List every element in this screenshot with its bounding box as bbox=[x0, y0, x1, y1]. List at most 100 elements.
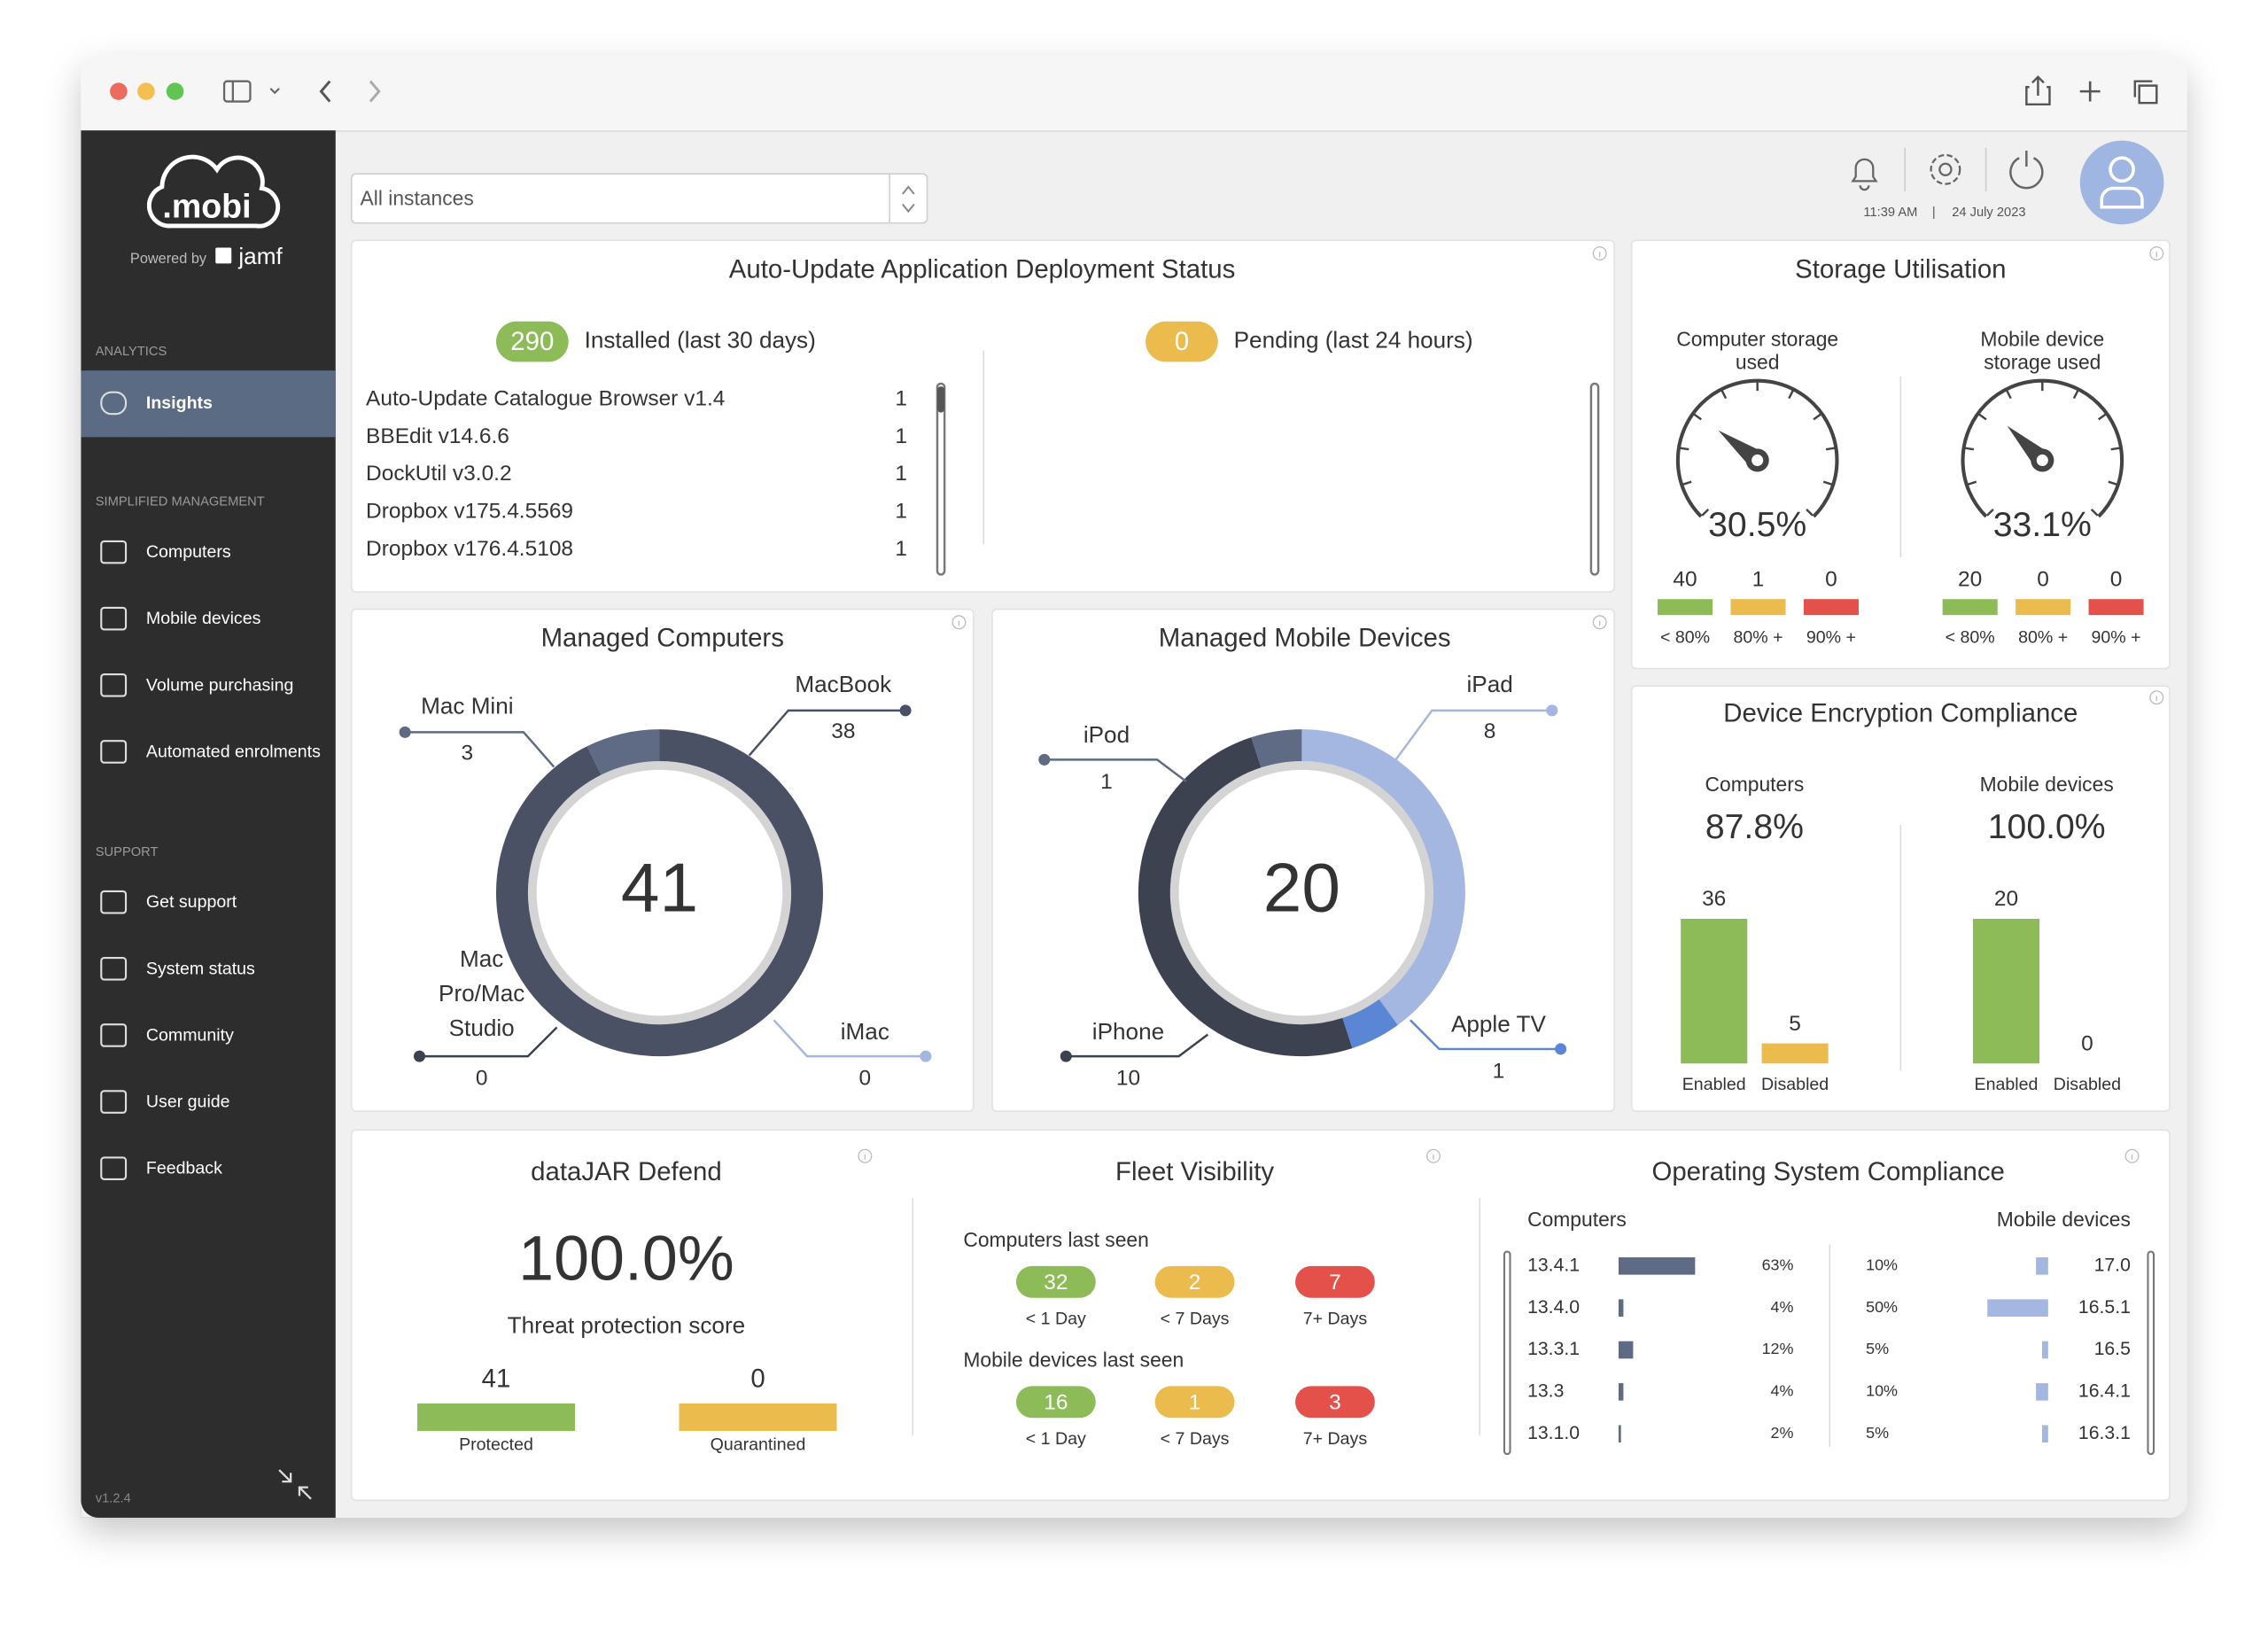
sidebar-toggle-icon[interactable] bbox=[222, 80, 252, 103]
info-button[interactable] bbox=[2124, 1148, 2140, 1163]
gauge-label: Computer storage used bbox=[1676, 327, 1839, 374]
bar-value: 20 bbox=[1994, 887, 2018, 911]
leader-line bbox=[748, 709, 906, 757]
collapse-button[interactable] bbox=[278, 1469, 312, 1500]
window-button[interactable] bbox=[137, 82, 155, 100]
separator: | bbox=[1932, 206, 1936, 220]
gauge-tick bbox=[1813, 413, 1821, 421]
pill bbox=[1295, 1386, 1375, 1419]
share-button[interactable] bbox=[2025, 75, 2051, 106]
donut-segment bbox=[1138, 737, 1353, 1057]
info-button[interactable] bbox=[2149, 690, 2164, 705]
powered-by: Powered by bbox=[130, 251, 207, 267]
gauge-tick bbox=[1720, 390, 1728, 400]
bucket-strip bbox=[2016, 599, 2071, 616]
pill-count: 32 bbox=[1044, 1271, 1068, 1295]
bar-value: 0 bbox=[2081, 1032, 2093, 1056]
partner-name: jamf bbox=[237, 243, 283, 269]
new-tab-button[interactable] bbox=[2079, 81, 2101, 102]
info-button[interactable] bbox=[1592, 615, 1607, 630]
info-button[interactable] bbox=[1592, 245, 1607, 260]
gauge-label-box: Computer storage used bbox=[1676, 327, 1839, 374]
nav-item[interactable]: Community bbox=[146, 1025, 234, 1045]
bucket-count: 0 bbox=[2037, 567, 2049, 591]
segment-name: iPod bbox=[1084, 721, 1130, 748]
gauge-tick bbox=[2108, 480, 2117, 486]
leader-dot bbox=[1546, 704, 1558, 717]
scrollbar bbox=[936, 382, 946, 576]
leader-dot bbox=[1060, 1050, 1072, 1062]
bar-value: 5 bbox=[1789, 1012, 1801, 1036]
segment-name: iPad bbox=[1466, 671, 1512, 697]
pill bbox=[1295, 1265, 1375, 1298]
os-version: 13.4.0 bbox=[1527, 1297, 1580, 1318]
nav-item[interactable]: Feedback bbox=[146, 1159, 222, 1178]
defend-label: Quarantined bbox=[711, 1435, 806, 1454]
os-bar bbox=[1618, 1383, 1624, 1401]
defend-count: 41 bbox=[482, 1365, 511, 1394]
os-bar bbox=[1618, 1425, 1621, 1443]
nav-item[interactable]: Insights bbox=[146, 393, 213, 413]
instance-filter[interactable]: All instances bbox=[361, 187, 474, 210]
leader-dot bbox=[1555, 1043, 1567, 1055]
gauge-arc bbox=[1675, 378, 1839, 518]
os-percent: 2% bbox=[1771, 1424, 1794, 1442]
leader-line bbox=[1409, 1019, 1561, 1051]
gauge-tick bbox=[1682, 480, 1692, 486]
nav-item[interactable]: Computers bbox=[146, 542, 231, 562]
pill-count: 2 bbox=[1189, 1271, 1201, 1295]
nav-item[interactable]: User guide bbox=[146, 1092, 230, 1112]
info-button[interactable] bbox=[2149, 245, 2164, 260]
bucket-count: 0 bbox=[2110, 567, 2123, 591]
nav-item[interactable]: Automated enrolments bbox=[146, 742, 321, 761]
bucket-strip bbox=[1658, 599, 1713, 616]
segment-value: 3 bbox=[462, 741, 474, 765]
group-heading: Computers bbox=[1527, 1208, 1627, 1231]
segment-name: iMac bbox=[841, 1018, 889, 1045]
info-button[interactable] bbox=[1425, 1148, 1441, 1163]
logout-button[interactable] bbox=[2009, 151, 2044, 190]
nav-item[interactable]: System status bbox=[146, 959, 255, 978]
bucket-count: 40 bbox=[1673, 567, 1697, 591]
window-button[interactable] bbox=[166, 82, 184, 100]
bucket-label: 80% + bbox=[1733, 627, 1783, 647]
group-percent: 100.0% bbox=[1988, 808, 2106, 846]
pill bbox=[1015, 1386, 1096, 1419]
notifications-button[interactable] bbox=[1851, 158, 1878, 191]
pill bbox=[1146, 321, 1218, 362]
nav-item[interactable]: Volume purchasing bbox=[146, 675, 294, 695]
nav-item[interactable]: Get support bbox=[146, 892, 237, 912]
nav-item[interactable]: Mobile devices bbox=[146, 609, 261, 628]
back-button[interactable] bbox=[319, 80, 331, 103]
bucket-label: < 7 Days bbox=[1161, 1309, 1230, 1328]
group-heading: Computers last seen bbox=[963, 1228, 1149, 1251]
segment-value: 38 bbox=[831, 719, 855, 743]
leader-dot bbox=[1038, 753, 1051, 766]
bucket-label: 90% + bbox=[1806, 627, 1856, 647]
status-label: Installed (last 30 days) bbox=[585, 326, 816, 353]
app-count: 1 bbox=[895, 500, 907, 524]
card bbox=[350, 239, 1615, 593]
info-button[interactable] bbox=[951, 615, 967, 630]
forward-button[interactable] bbox=[369, 80, 381, 103]
app-name: Dropbox v176.4.5108 bbox=[366, 537, 573, 561]
tabs-button[interactable] bbox=[2133, 80, 2158, 105]
section-heading: ANALYTICS bbox=[96, 345, 167, 359]
gauge-arc bbox=[1961, 378, 2124, 518]
card-title: Managed Mobile Devices bbox=[1159, 624, 1451, 653]
leader-line bbox=[1066, 1033, 1208, 1058]
app-count: 1 bbox=[895, 537, 907, 561]
bar bbox=[1681, 919, 1748, 1064]
info-button[interactable] bbox=[858, 1148, 873, 1163]
donut-segment bbox=[496, 729, 823, 1057]
settings-button[interactable] bbox=[1930, 153, 1961, 185]
donut-total: 20 bbox=[1263, 848, 1340, 926]
os-bar bbox=[1987, 1299, 2048, 1317]
gauge-tick bbox=[1825, 447, 1835, 451]
instance-select[interactable] bbox=[350, 173, 928, 224]
window-button[interactable] bbox=[110, 82, 128, 100]
gauge-tick bbox=[2110, 447, 2120, 451]
nav-icon bbox=[100, 1156, 128, 1180]
segment-value: 1 bbox=[1100, 770, 1113, 794]
